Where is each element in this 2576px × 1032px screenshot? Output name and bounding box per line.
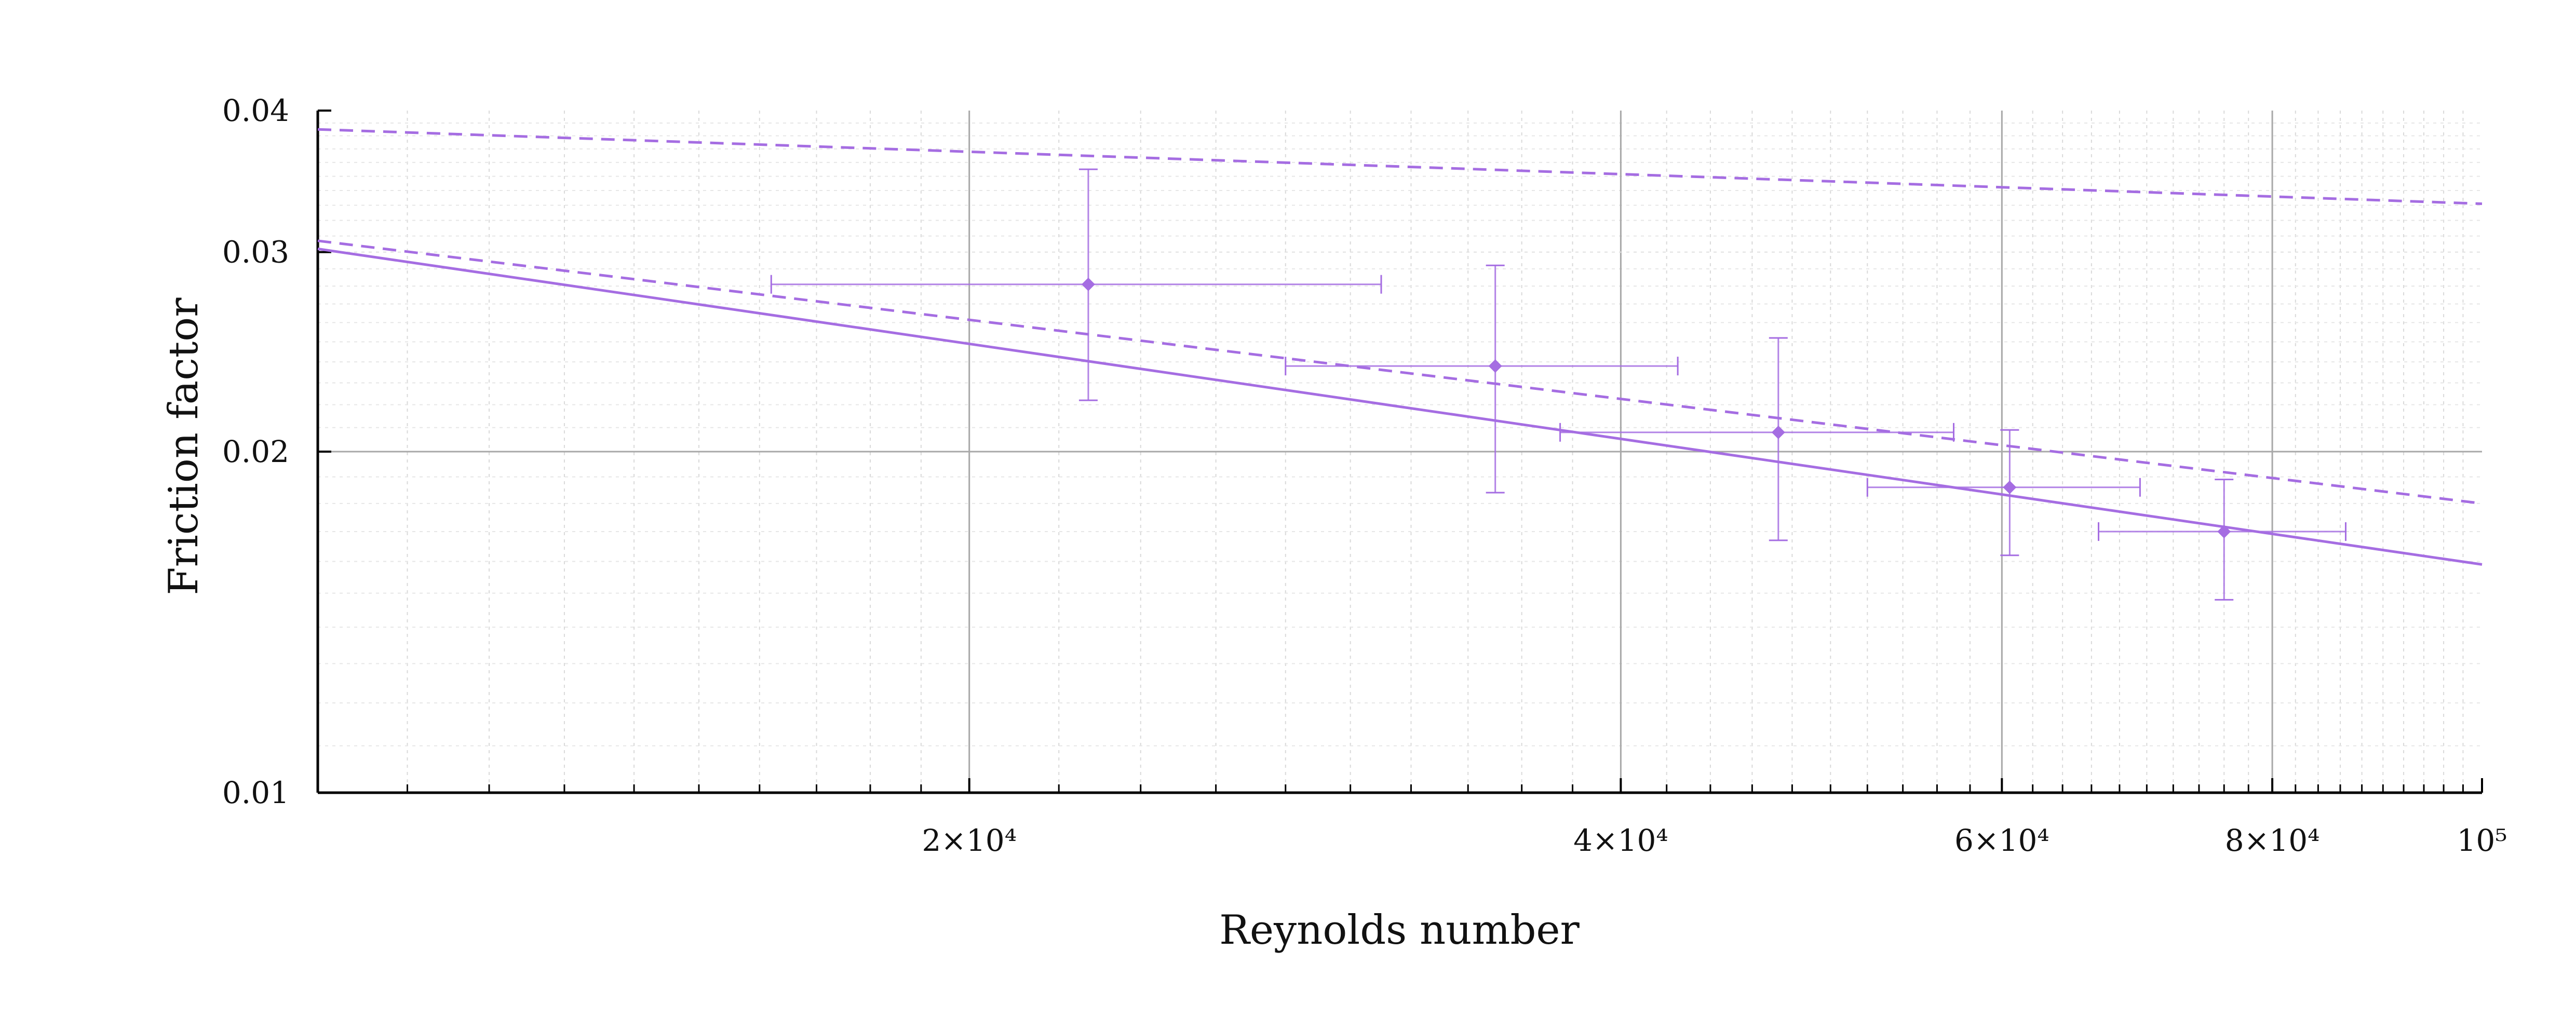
data-marker bbox=[2003, 480, 2017, 494]
major-grid bbox=[318, 111, 2482, 793]
axes bbox=[316, 110, 2483, 794]
y-tick-label: 0.04 bbox=[222, 93, 289, 128]
x-tick-label: 6×10⁴ bbox=[1954, 823, 2049, 858]
x-axis-title: Reynolds number bbox=[1219, 907, 1580, 954]
minor-grid bbox=[318, 111, 2482, 793]
y-tick-label: 0.01 bbox=[222, 775, 289, 810]
x-tick-label: 8×10⁴ bbox=[2225, 823, 2320, 858]
data-point bbox=[1866, 429, 2141, 556]
x-tick-label: 10⁵ bbox=[2457, 823, 2507, 858]
solid-line bbox=[317, 247, 2483, 566]
x-tick-label: 2×10⁴ bbox=[922, 823, 1017, 858]
data-marker bbox=[1771, 425, 1785, 439]
y-tick-label: 0.03 bbox=[222, 235, 289, 270]
series-layer bbox=[317, 128, 2483, 601]
data-marker bbox=[1488, 359, 1502, 373]
y-axis-title: Friction factor bbox=[160, 297, 207, 595]
y-tick-label: 0.02 bbox=[222, 434, 289, 469]
data-point bbox=[1559, 337, 1954, 541]
dashed-line bbox=[317, 128, 2483, 205]
dashed-line bbox=[317, 239, 2483, 505]
data-marker bbox=[1081, 277, 1095, 291]
data-point bbox=[1285, 264, 1679, 494]
tick-labels: 2×10⁴ 4×10⁴ 6×10⁴ 8×10⁴ 10⁵ 0.01 0.02 0.03 0.04 bbox=[222, 93, 2507, 858]
x-tick-label: 4×10⁴ bbox=[1573, 823, 1668, 858]
